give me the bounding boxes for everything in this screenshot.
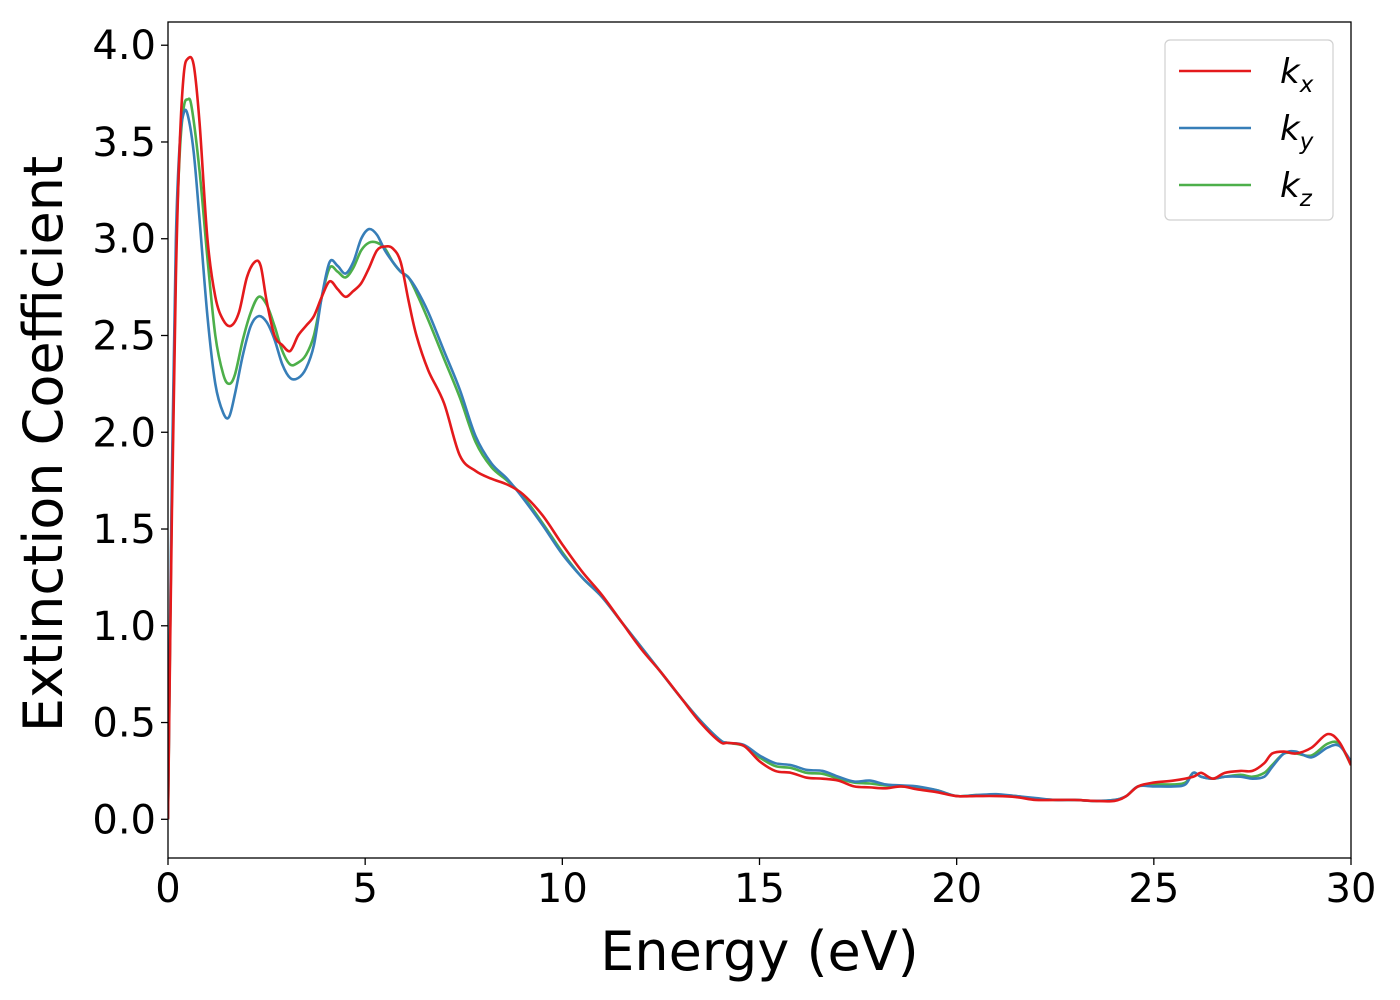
x-tick-label: 10 — [537, 866, 588, 912]
legend-label: kz — [1280, 166, 1313, 212]
legend-label: kx — [1280, 52, 1314, 98]
x-tick-label: 5 — [352, 866, 377, 912]
y-tick-label: 4.0 — [92, 23, 156, 69]
legend-label: ky — [1280, 109, 1314, 155]
y-tick-label: 1.0 — [92, 604, 156, 650]
y-tick-label: 2.5 — [92, 314, 156, 360]
y-axis-label: Extinction Coefficient — [12, 156, 75, 732]
x-axis-ticks: 0 5 10 15 20 25 30 — [155, 858, 1376, 912]
y-axis-ticks: 0.0 0.5 1.0 1.5 2.0 2.5 3.0 3.5 4.0 — [92, 23, 168, 843]
x-tick-label: 15 — [734, 866, 785, 912]
y-tick-label: 0.5 — [92, 701, 156, 747]
legend: kx ky kz — [1164, 39, 1334, 221]
x-tick-label: 0 — [155, 866, 180, 912]
series-line-kx — [168, 55, 1351, 820]
x-tick-label: 25 — [1128, 866, 1179, 912]
y-tick-label: 0.0 — [92, 797, 156, 843]
y-tick-label: 1.5 — [92, 507, 156, 553]
x-axis-label: Energy (eV) — [600, 920, 919, 983]
y-tick-label: 2.0 — [92, 410, 156, 456]
x-tick-label: 30 — [1326, 866, 1377, 912]
legend-box — [1164, 39, 1334, 221]
x-tick-label: 20 — [931, 866, 982, 912]
y-tick-label: 3.5 — [92, 120, 156, 166]
plot-lines — [168, 55, 1351, 820]
y-tick-label: 3.0 — [92, 217, 156, 263]
series-line-ky — [168, 108, 1351, 820]
